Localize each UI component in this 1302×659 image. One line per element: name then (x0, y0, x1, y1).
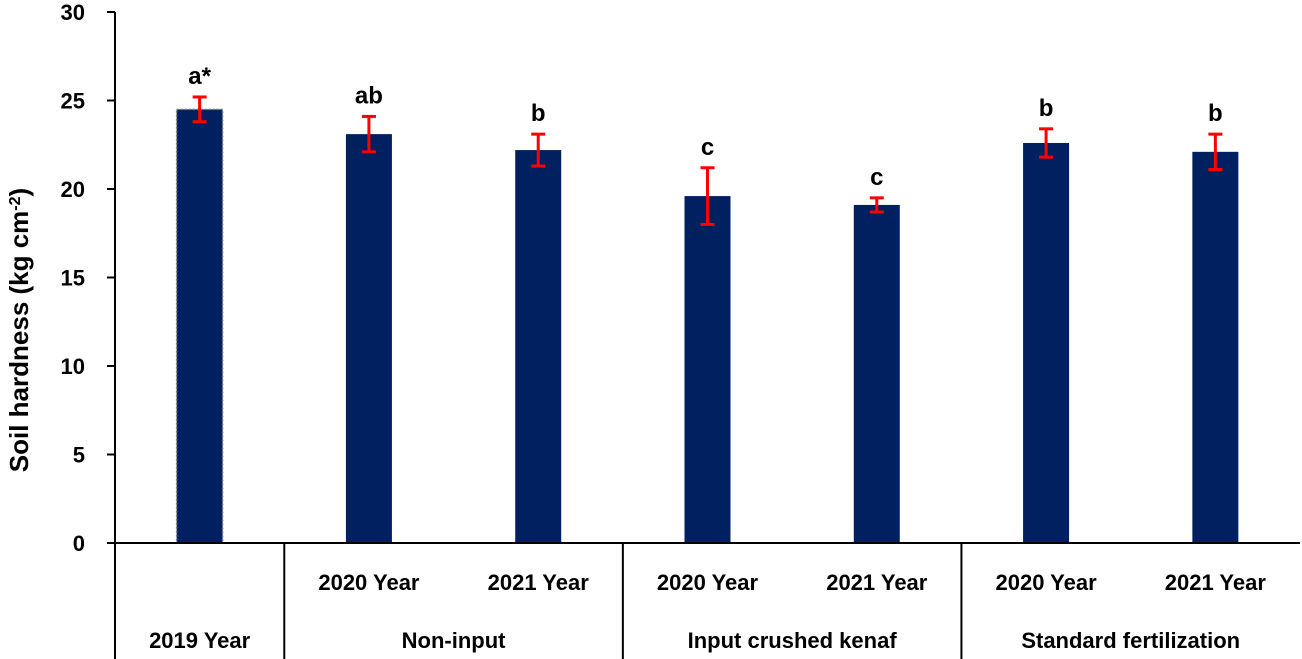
y-axis-title-main: Soil hardness (kg cm (4, 211, 34, 473)
y-tick-label: 10 (61, 354, 85, 379)
bar (853, 204, 900, 543)
significance-label: b (531, 100, 546, 127)
y-tick-label: 25 (61, 89, 85, 114)
x-axis: 2019 Year Non-input Input crushed kenaf Sta… (115, 542, 1300, 659)
bar-category-label: 2020 Year (995, 570, 1097, 595)
bars: a* ab b c c b b (175, 63, 1239, 544)
group-label: Input crushed kenaf (688, 628, 898, 653)
y-axis-title-close: ) (4, 188, 34, 197)
bar-category-label: 2020 Year (318, 570, 420, 595)
bar-category-label: 2020 Year (657, 570, 759, 595)
y-tick-label: 0 (73, 531, 85, 556)
bar (1192, 151, 1239, 543)
bar (684, 196, 731, 543)
significance-label: a* (188, 63, 211, 90)
significance-label: ab (355, 82, 383, 109)
bar-category-label: 2021 Year (1165, 570, 1267, 595)
bar (1023, 142, 1070, 544)
bar-category-label: 2021 Year (826, 570, 928, 595)
y-axis-title: Soil hardness (kg cm-2) (4, 188, 34, 472)
y-axis: 0 5 10 15 20 25 30 (61, 0, 116, 659)
y-tick-label: 15 (61, 266, 85, 291)
y-tick-label: 30 (61, 0, 85, 25)
group-label: Standard fertilization (1021, 628, 1240, 653)
significance-label: b (1039, 95, 1054, 122)
y-tick-label: 5 (73, 443, 85, 468)
bar (345, 134, 392, 543)
bar (515, 150, 562, 543)
significance-label: c (701, 134, 714, 161)
significance-label: b (1208, 100, 1223, 127)
bar (175, 108, 224, 544)
y-axis-title-superscript: -2 (7, 196, 24, 210)
group-label: Non-input (402, 628, 507, 653)
bar-category-label: 2021 Year (488, 570, 590, 595)
significance-label: c (870, 164, 883, 191)
group-label: 2019 Year (149, 628, 251, 653)
svg-text:Soil hardness (kg cm-2): Soil hardness (kg cm-2) (4, 188, 34, 472)
y-tick-label: 20 (61, 177, 85, 202)
